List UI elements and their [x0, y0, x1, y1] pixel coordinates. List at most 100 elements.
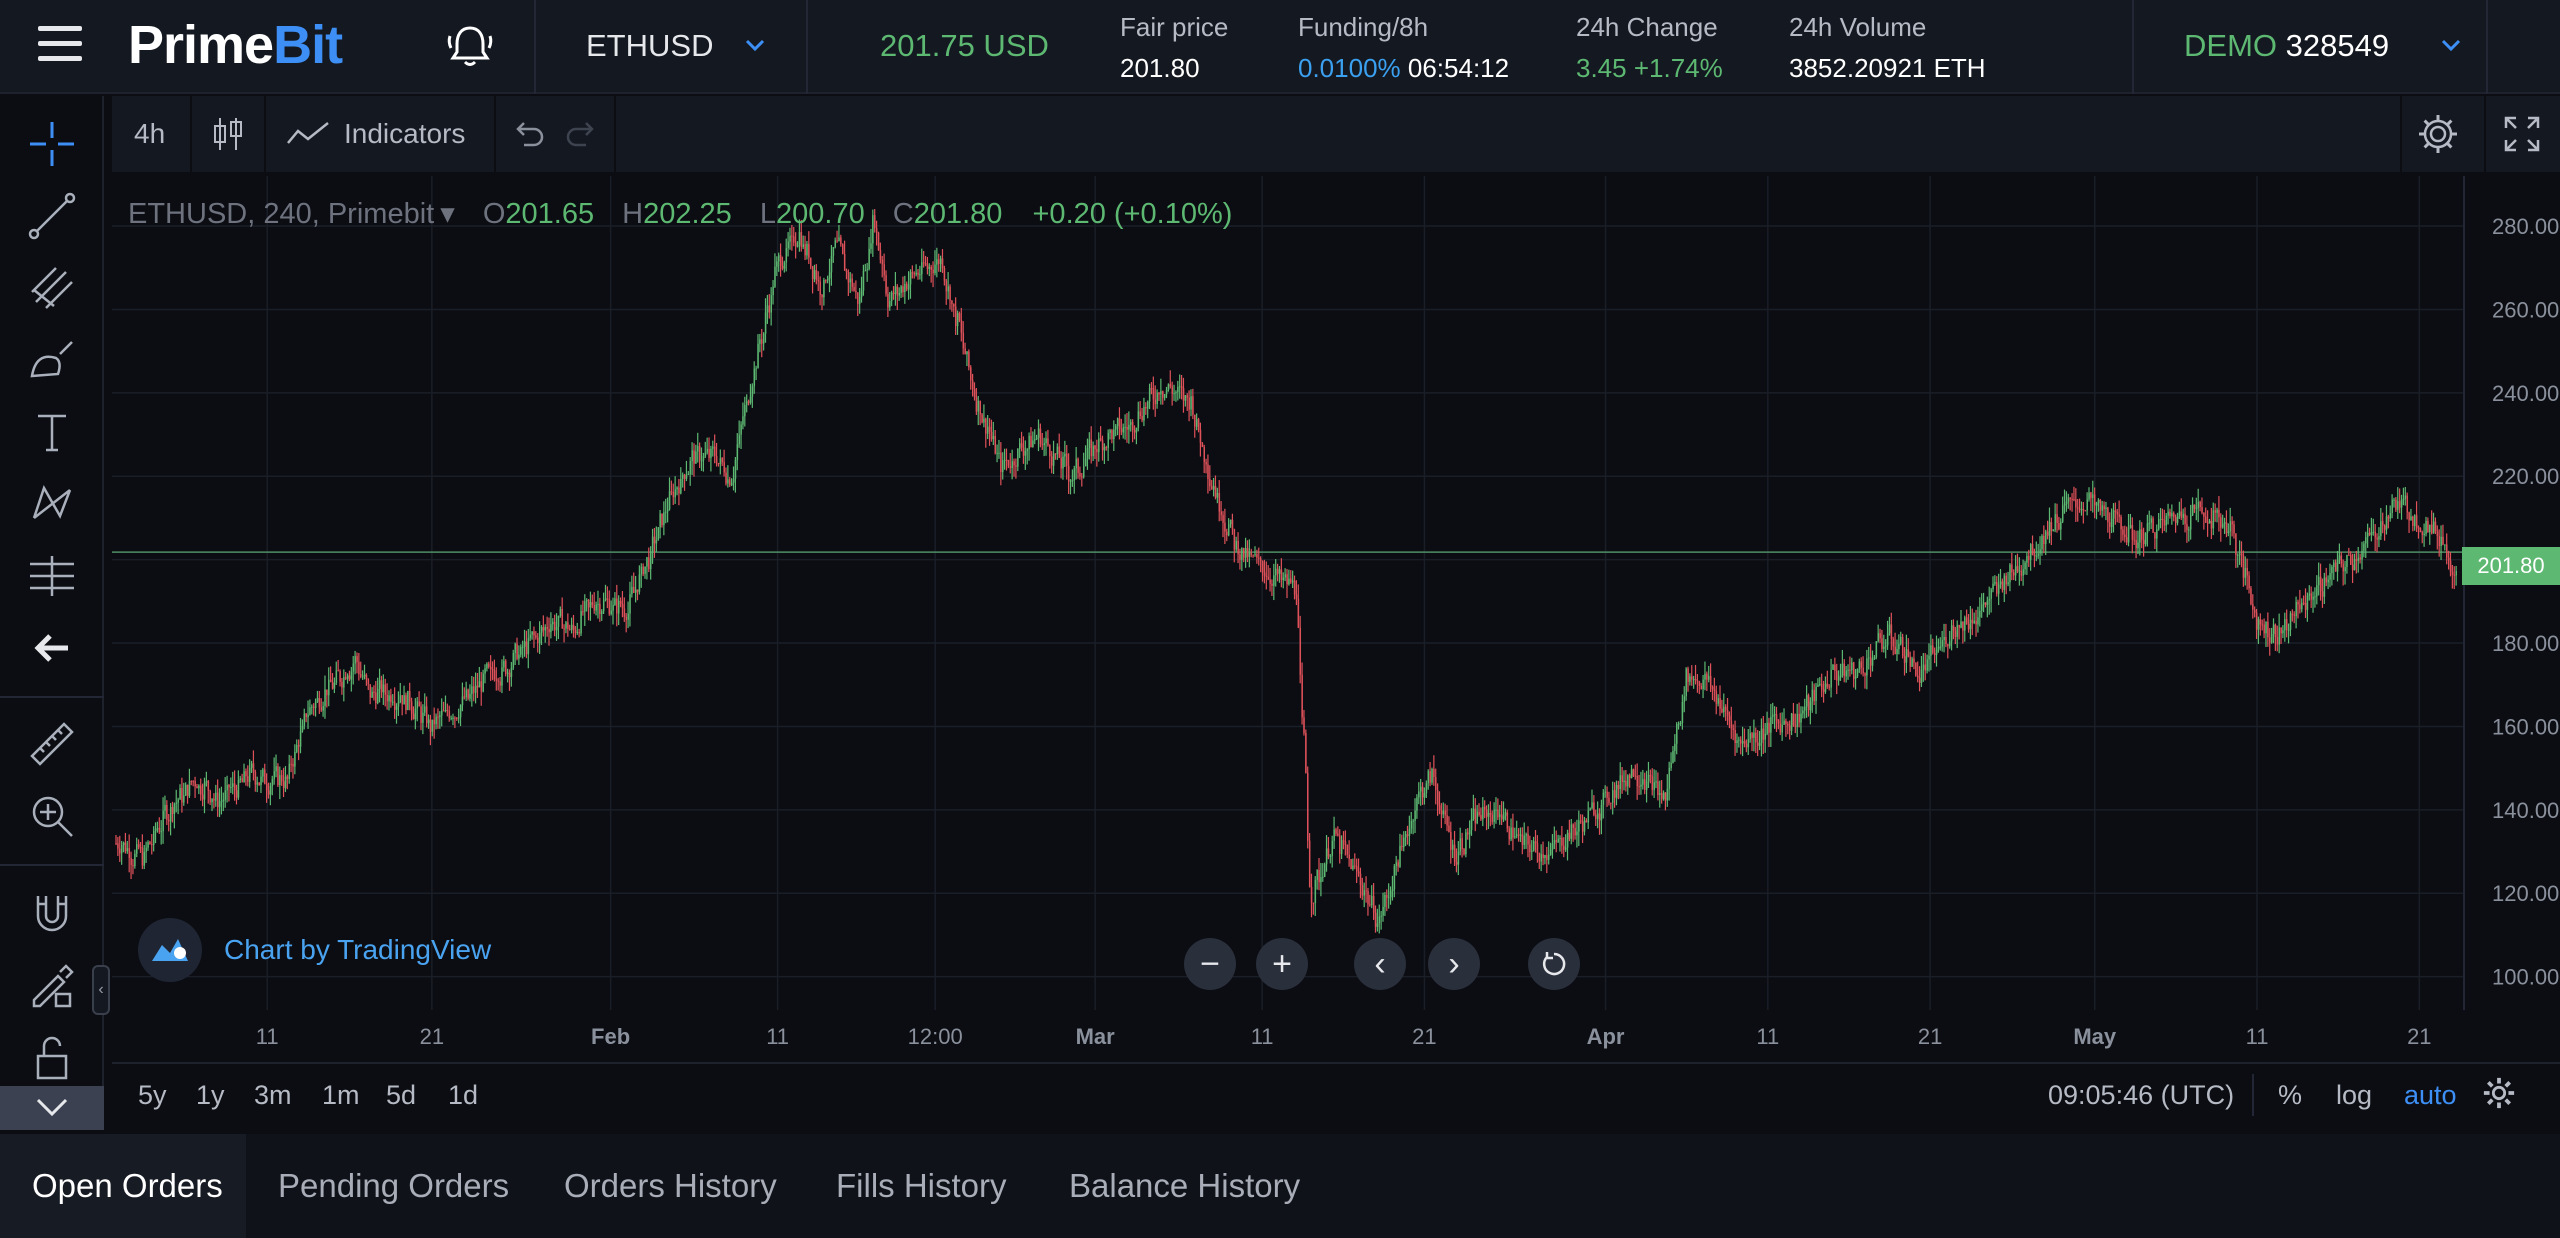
candle-body — [497, 680, 500, 682]
candle-body — [2259, 619, 2262, 625]
candle-body — [875, 228, 878, 233]
candle-body — [343, 677, 345, 688]
fullscreen-icon[interactable] — [2502, 96, 2542, 172]
collapse-toolbar-button[interactable]: ‹ — [92, 965, 110, 1015]
unlock-icon[interactable] — [26, 1032, 78, 1084]
redo-icon[interactable] — [564, 96, 600, 172]
candle-body — [890, 292, 893, 302]
candle-body — [2410, 516, 2412, 521]
candle-body — [977, 400, 980, 412]
pitchfork-icon[interactable] — [26, 262, 78, 314]
range-1m[interactable]: 1m — [322, 1080, 360, 1110]
lock-drawings-icon[interactable] — [26, 960, 78, 1012]
gear-icon[interactable] — [2416, 96, 2460, 172]
candle-body — [1312, 902, 1315, 904]
candle-body — [1764, 733, 1767, 740]
candle-body — [2391, 499, 2393, 513]
zoom-in-icon[interactable] — [26, 790, 78, 842]
log-scale-toggle[interactable]: log — [2336, 1080, 2373, 1110]
candle-body — [1900, 636, 1902, 644]
ruler-icon[interactable] — [26, 718, 78, 770]
auto-scale-toggle[interactable]: auto — [2404, 1080, 2457, 1110]
candle-body — [717, 463, 720, 465]
candle-body — [512, 652, 515, 668]
interval-button[interactable]: 4h — [134, 118, 166, 149]
candle-body — [1000, 452, 1002, 473]
candle-body — [2148, 522, 2151, 524]
magnet-icon[interactable] — [26, 888, 78, 940]
indicators-button[interactable]: Indicators — [286, 96, 465, 172]
candle-body — [2169, 511, 2171, 517]
candle-body — [723, 462, 725, 473]
candle-body — [1679, 722, 1682, 724]
tab-orders-history[interactable]: Orders History — [564, 1167, 777, 1204]
reset-chart-button[interactable] — [1528, 938, 1580, 990]
candle-body — [1578, 820, 1580, 832]
text-tool-icon[interactable] — [26, 406, 78, 458]
candle-body — [1037, 428, 1040, 438]
candle-body — [655, 540, 658, 544]
legend-symbol[interactable]: ETHUSD, 240, Primebit — [128, 198, 435, 230]
candle-body — [154, 828, 157, 831]
range-1d[interactable]: 1d — [448, 1080, 479, 1110]
candle-body — [1032, 440, 1034, 447]
symbol-selector[interactable]: ETHUSD — [536, 0, 808, 94]
pattern-icon[interactable] — [26, 478, 78, 530]
candle-body — [998, 452, 1000, 454]
candle-body — [1444, 810, 1446, 816]
candle-body — [1254, 554, 1256, 556]
tab-balance-history[interactable]: Balance History — [1069, 1167, 1301, 1204]
candle-body — [1013, 461, 1015, 466]
candle-body — [117, 843, 119, 849]
candle-body — [164, 804, 166, 811]
candle-body — [1150, 388, 1153, 390]
candle-body — [1009, 465, 1012, 468]
candle-body — [1056, 446, 1059, 455]
hide-drawings-button[interactable] — [0, 1086, 104, 1130]
candle-body — [1372, 895, 1375, 913]
tab-pending-orders[interactable]: Pending Orders — [278, 1167, 510, 1204]
menu-icon[interactable] — [38, 26, 82, 66]
brush-icon[interactable] — [26, 334, 78, 386]
trend-line-icon[interactable] — [26, 190, 78, 242]
zoom-out-button[interactable]: − — [1184, 938, 1236, 990]
candle-body — [1371, 895, 1373, 906]
candle-body — [2009, 564, 2011, 583]
tab-open-orders[interactable]: Open Orders — [0, 1134, 246, 1238]
caret-down-icon[interactable]: ▾ — [440, 198, 455, 230]
candle-body — [2084, 510, 2087, 512]
candle-body — [297, 745, 300, 747]
candle-body — [843, 253, 846, 271]
tab-fills-history[interactable]: Fills History — [836, 1167, 1007, 1204]
range-3m[interactable]: 3m — [254, 1080, 292, 1110]
gear-icon[interactable] — [2482, 1076, 2516, 1117]
crosshair-icon[interactable] — [26, 118, 78, 170]
range-5y[interactable]: 5y — [138, 1080, 167, 1110]
candle-body — [1414, 810, 1416, 821]
range-1y[interactable]: 1y — [196, 1080, 225, 1110]
candle-body — [1043, 443, 1045, 445]
tradingview-attribution[interactable]: Chart by TradingView — [138, 918, 491, 982]
candle-body — [348, 675, 351, 680]
scroll-left-button[interactable]: ‹ — [1354, 938, 1406, 990]
brand-logo[interactable]: PrimeBit — [128, 14, 343, 76]
arrow-left-icon[interactable] — [26, 622, 78, 674]
candle-body — [1538, 853, 1541, 862]
percent-scale-toggle[interactable]: % — [2278, 1080, 2303, 1110]
candle-body — [1408, 828, 1411, 836]
candle-body — [1463, 849, 1465, 855]
scroll-right-button[interactable]: › — [1428, 938, 1480, 990]
bell-icon[interactable] — [444, 20, 496, 72]
measure-icon[interactable] — [26, 550, 78, 602]
undo-icon[interactable] — [510, 96, 546, 172]
candle-body — [1766, 722, 1768, 734]
zoom-in-button[interactable]: + — [1256, 938, 1308, 990]
range-5d[interactable]: 5d — [386, 1080, 417, 1110]
candle-body — [836, 240, 838, 242]
utc-clock[interactable]: 09:05:46 (UTC) — [2048, 1080, 2235, 1110]
candle-body — [2270, 634, 2273, 643]
account-selector[interactable]: DEMO 328549 — [2132, 0, 2488, 94]
candle-body — [1350, 859, 1352, 870]
candles-icon[interactable] — [208, 96, 248, 172]
candle-body — [169, 807, 172, 822]
